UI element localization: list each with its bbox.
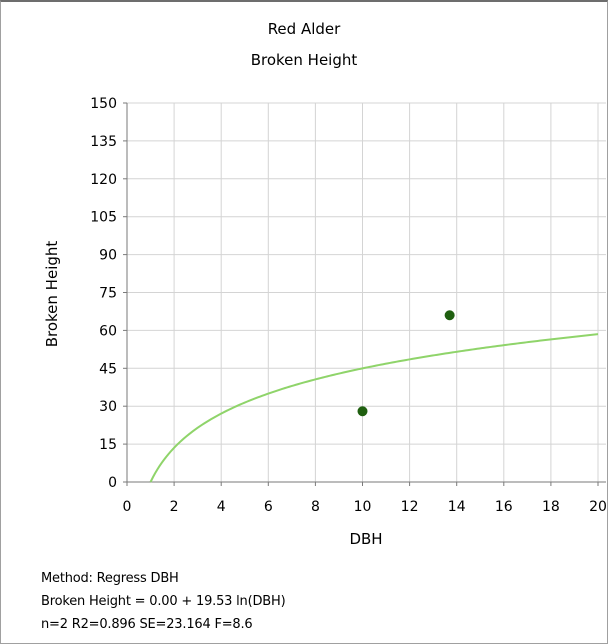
chart-title: Red Alder [267,20,341,38]
fit-summary-text: n=2 R2=0.896 SE=23.164 F=8.6 [41,617,253,632]
x-axis-label: DBH [349,530,383,548]
y-axis-label: Broken Height [43,240,61,348]
y-tick-label: 0 [108,475,117,491]
y-tick-label: 75 [99,286,117,302]
chart-subtitle: Broken Height [250,51,358,69]
y-tick-label: 60 [99,323,117,339]
x-tick-label: 10 [354,499,372,515]
method-text: Method: Regress DBH [41,571,179,586]
x-tick-label: 16 [495,499,513,515]
x-tick-label: 6 [264,499,273,515]
equation-text: Broken Height = 0.00 + 19.53 ln(DBH) [41,594,286,609]
y-tick-label: 135 [90,134,117,150]
y-tick-label: 30 [99,399,117,415]
x-tick-label: 20 [589,499,607,515]
y-tick-label: 45 [99,361,117,377]
x-tick-label: 18 [542,499,560,515]
x-tick-label: 8 [311,499,320,515]
y-tick-label: 90 [99,248,117,264]
x-tick-label: 0 [123,499,132,515]
y-tick-label: 105 [90,210,117,226]
y-tick-label: 120 [90,172,117,188]
x-tick-label: 4 [217,499,226,515]
x-tick-label: 14 [448,499,466,515]
regression-curve [149,333,599,483]
x-tick-label: 2 [170,499,179,515]
data-point [444,310,455,321]
y-tick-label: 15 [99,437,117,453]
x-tick-label: 12 [401,499,419,515]
data-point [357,406,368,417]
y-tick-label: 150 [90,96,117,112]
